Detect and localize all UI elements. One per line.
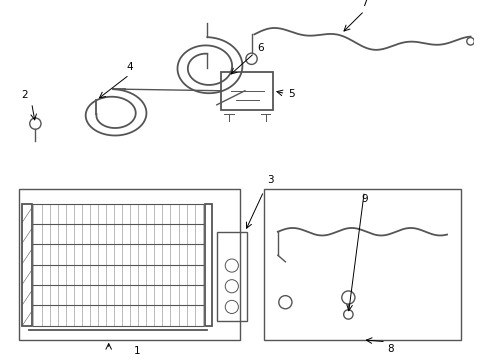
Bar [221, 72, 273, 109]
Text: 1: 1 [133, 346, 140, 356]
Bar [22, 203, 32, 326]
Bar [204, 203, 212, 326]
Text: 4: 4 [126, 62, 132, 72]
Text: 9: 9 [360, 194, 367, 204]
Text: 2: 2 [20, 90, 27, 100]
Text: 8: 8 [386, 344, 393, 354]
Bar [216, 232, 246, 321]
Text: 5: 5 [288, 89, 295, 99]
Text: 7: 7 [360, 0, 367, 8]
Bar [263, 189, 460, 340]
Bar [20, 189, 240, 340]
Text: 3: 3 [266, 175, 273, 185]
Text: 6: 6 [257, 44, 264, 53]
